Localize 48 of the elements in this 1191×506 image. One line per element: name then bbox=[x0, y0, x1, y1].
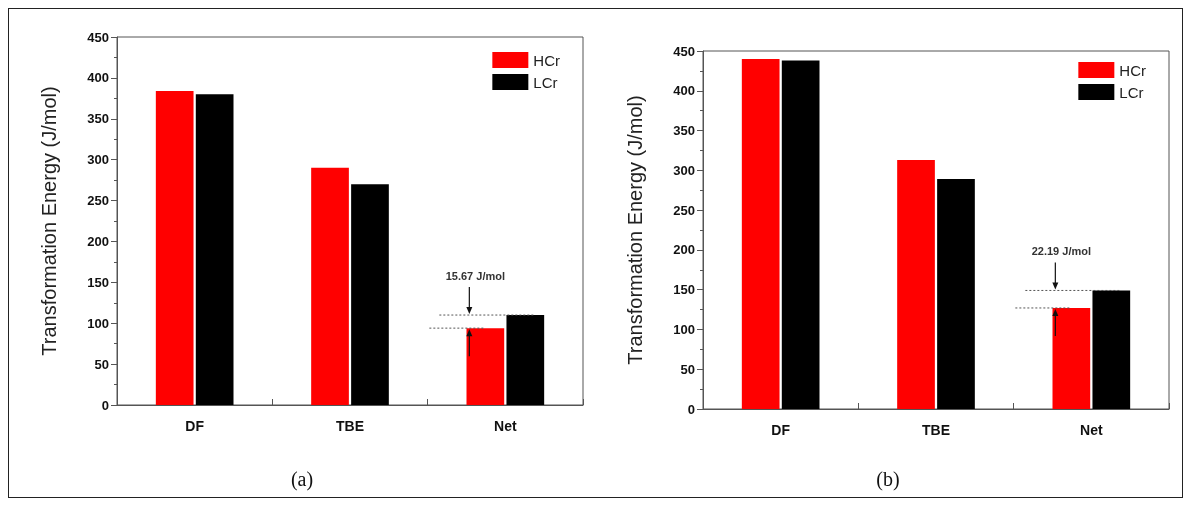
annotation: 15.67 J/mol bbox=[445, 269, 505, 282]
bar bbox=[741, 58, 780, 409]
y-tick-label: 0 bbox=[687, 401, 695, 417]
x-tick-label: Net bbox=[1080, 422, 1103, 438]
bar bbox=[195, 94, 234, 405]
bar bbox=[1052, 307, 1091, 409]
bar bbox=[937, 179, 975, 409]
x-tick-label: TBE bbox=[336, 418, 364, 434]
bar bbox=[155, 90, 194, 405]
y-tick-label: 200 bbox=[673, 242, 695, 258]
y-tick-label: 300 bbox=[673, 162, 695, 178]
y-tick-label: 450 bbox=[87, 29, 109, 45]
y-tick-label: 50 bbox=[680, 361, 695, 377]
y-axis-title: Transformation Energy (J/mol) bbox=[624, 95, 646, 365]
annotation: 22.19 J/mol bbox=[1031, 244, 1091, 257]
bar bbox=[351, 184, 389, 405]
y-tick-label: 400 bbox=[87, 70, 109, 86]
y-tick-label: 250 bbox=[673, 202, 695, 218]
y-tick-label: 50 bbox=[94, 356, 109, 372]
x-tick-label: Net bbox=[494, 418, 517, 434]
bar bbox=[781, 60, 820, 409]
y-tick-label: 100 bbox=[87, 315, 109, 331]
y-tick-label: 350 bbox=[87, 111, 109, 127]
x-tick-label: TBE bbox=[922, 422, 950, 438]
y-tick-label: 100 bbox=[673, 321, 695, 337]
text: (b) bbox=[876, 468, 900, 491]
bar bbox=[466, 328, 505, 405]
y-tick-label: 250 bbox=[87, 193, 109, 209]
y-axis-title: Transformation Energy (J/mol) bbox=[38, 86, 60, 356]
y-tick-label: 150 bbox=[87, 274, 109, 290]
legend-label: LCr bbox=[533, 73, 558, 91]
y-tick-label: 0 bbox=[101, 397, 109, 413]
y-tick-label: 150 bbox=[673, 282, 695, 298]
legend-label: HCr bbox=[533, 51, 561, 69]
bar bbox=[1092, 290, 1131, 409]
legend-label: HCr bbox=[1119, 61, 1147, 79]
bar bbox=[506, 315, 545, 405]
bar bbox=[311, 167, 349, 405]
y-tick-label: 450 bbox=[673, 43, 695, 59]
legend-label: LCr bbox=[1119, 83, 1144, 101]
y-tick-label: 400 bbox=[673, 83, 695, 99]
y-tick-label: 300 bbox=[87, 152, 109, 168]
x-tick-label: DF bbox=[185, 418, 205, 434]
y-tick-label: 350 bbox=[673, 123, 695, 139]
x-tick-label: DF bbox=[771, 422, 791, 438]
bar bbox=[897, 159, 935, 409]
text: (a) bbox=[290, 468, 314, 491]
y-tick-label: 200 bbox=[87, 233, 109, 249]
